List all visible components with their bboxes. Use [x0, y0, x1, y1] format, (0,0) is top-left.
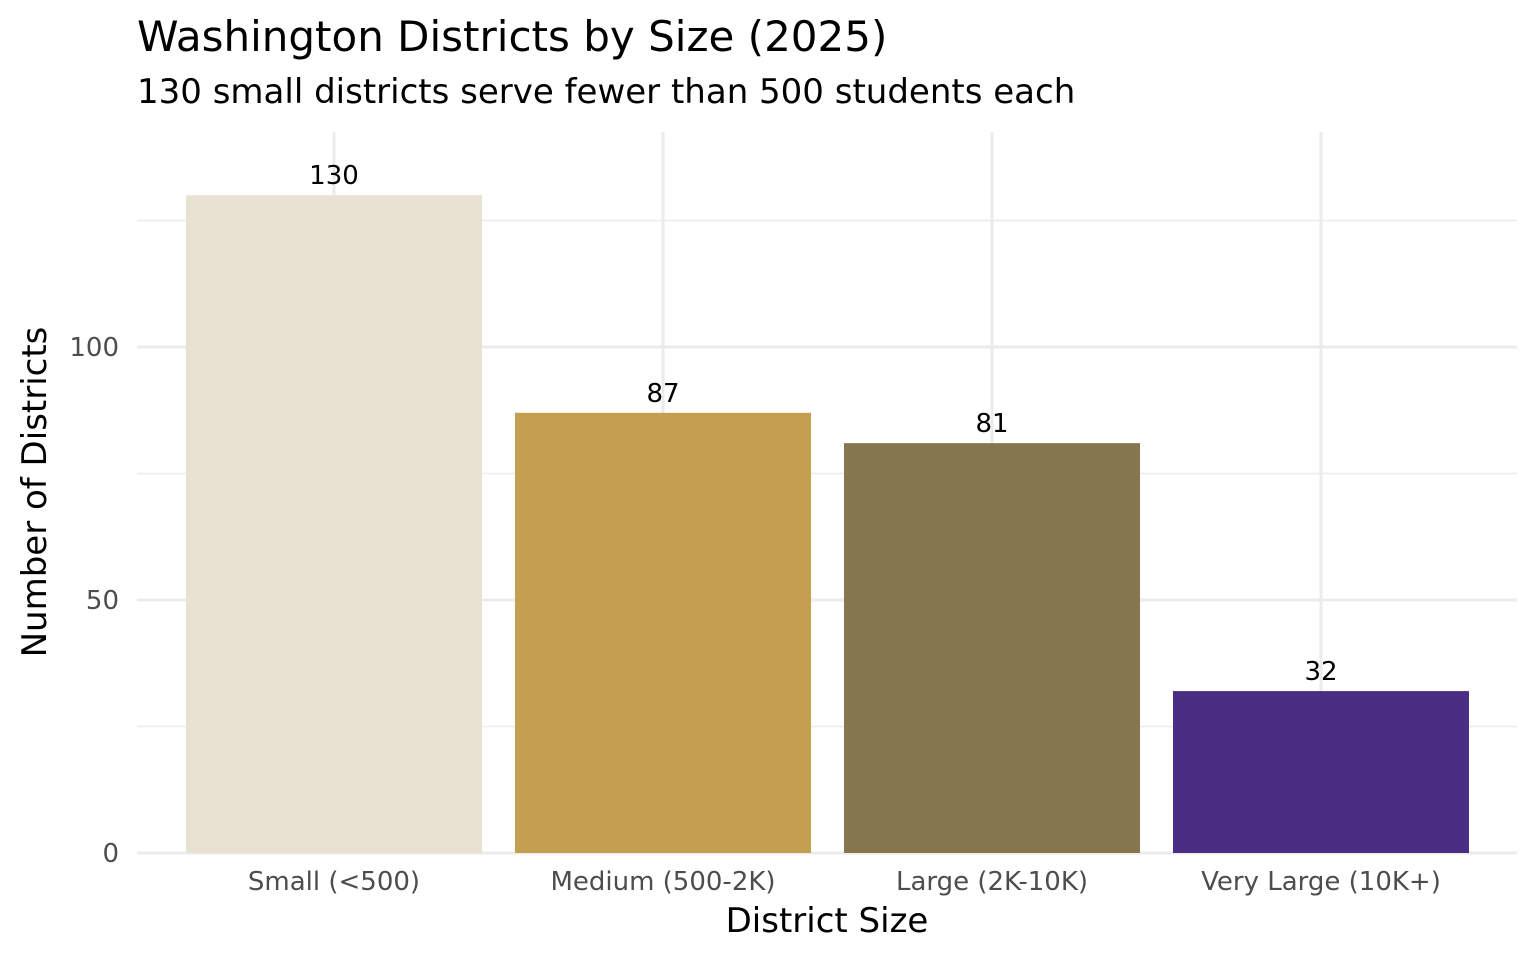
- x-tick-label: Large (2K-10K): [896, 867, 1088, 897]
- axis-layer: District Size Number of Districts Small …: [15, 327, 1441, 941]
- data-label: 81: [975, 409, 1008, 439]
- chart-subtitle: 130 small districts serve fewer than 500…: [137, 72, 1076, 112]
- label-layer: 130 87 81 32: [309, 161, 1337, 687]
- data-label: 87: [646, 379, 679, 409]
- bar-layer: [186, 195, 1469, 854]
- bar: [515, 412, 811, 853]
- y-tick-label: 50: [86, 586, 119, 616]
- data-label: 130: [309, 161, 359, 191]
- x-axis-title: District Size: [726, 901, 929, 941]
- x-tick-label: Medium (500-2K): [550, 867, 775, 897]
- bar: [844, 443, 1140, 853]
- bar: [1173, 691, 1469, 853]
- y-axis-title: Number of Districts: [15, 327, 55, 658]
- y-tick-label: 100: [69, 333, 119, 363]
- chart-title: Washington Districts by Size (2025): [137, 12, 888, 61]
- x-tick-label: Small (<500): [248, 867, 420, 897]
- y-tick-label: 0: [102, 839, 119, 869]
- bar: [186, 195, 482, 854]
- data-label: 32: [1304, 657, 1337, 687]
- x-tick-label: Very Large (10K+): [1201, 867, 1441, 897]
